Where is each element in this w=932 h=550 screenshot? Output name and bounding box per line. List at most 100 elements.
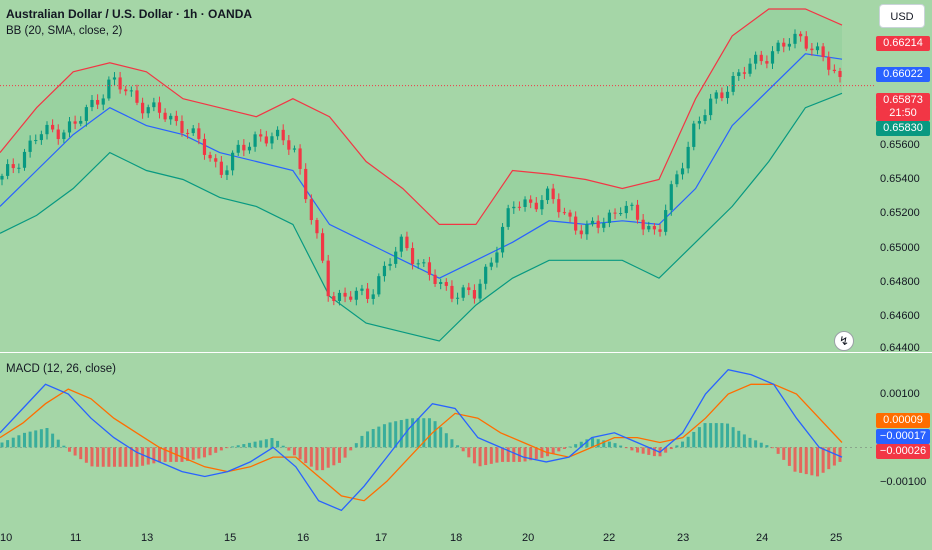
candle-body bbox=[585, 224, 589, 235]
candle-body bbox=[304, 168, 308, 200]
x-tick-label: 15 bbox=[224, 532, 237, 544]
x-tick-label: 17 bbox=[375, 532, 388, 544]
candle-body bbox=[326, 260, 330, 297]
chart-title: Australian Dollar / U.S. Dollar · 1h · O… bbox=[6, 7, 253, 21]
macd-histogram-bar bbox=[51, 433, 55, 448]
currency-button[interactable]: USD bbox=[879, 4, 925, 28]
candle-body bbox=[714, 92, 718, 99]
macd-histogram-bar bbox=[422, 418, 426, 448]
macd-pane bbox=[0, 368, 875, 512]
signal-line bbox=[0, 383, 843, 502]
macd-histogram-bar bbox=[11, 437, 15, 448]
candle-body bbox=[540, 200, 544, 210]
macd-histogram-bar bbox=[152, 447, 156, 464]
candle-body bbox=[517, 206, 522, 208]
macd-histogram-bar bbox=[596, 439, 600, 448]
candle-body bbox=[214, 158, 218, 162]
flash-icon[interactable]: ↯ bbox=[834, 331, 854, 351]
candle-body bbox=[810, 48, 814, 51]
macd-y-tick-label: −0.00100 bbox=[880, 476, 927, 488]
macd-histogram-bar bbox=[129, 447, 133, 467]
macd-histogram-bar bbox=[669, 447, 673, 450]
macd-histogram-bar bbox=[17, 435, 21, 448]
candle-body bbox=[287, 140, 291, 150]
lower-band-tag: 0.65830 bbox=[876, 121, 930, 136]
macd-histogram-bar bbox=[96, 447, 100, 467]
candle-body bbox=[804, 36, 808, 49]
candle-body bbox=[703, 115, 707, 121]
macd-histogram-bar bbox=[394, 421, 398, 448]
macd-histogram-bar bbox=[79, 447, 83, 460]
y-tick-label: 0.65600 bbox=[880, 139, 920, 151]
macd-histogram-bar bbox=[782, 447, 786, 460]
candle-body bbox=[17, 167, 21, 169]
candle-body bbox=[332, 296, 336, 302]
candle-body bbox=[22, 151, 27, 168]
macd-histogram-bar bbox=[371, 429, 375, 448]
macd-histogram-bar bbox=[787, 447, 791, 466]
candle-body bbox=[782, 42, 786, 47]
candle-body bbox=[208, 154, 212, 159]
macd-histogram-bar bbox=[169, 447, 173, 462]
macd-histogram-bar bbox=[495, 447, 499, 463]
macd-histogram-bar bbox=[579, 441, 583, 448]
x-tick-label: 18 bbox=[450, 532, 463, 544]
macd-histogram-bar bbox=[118, 447, 122, 467]
candle-body bbox=[484, 266, 488, 284]
macd-histogram-bar bbox=[557, 447, 561, 452]
macd-histogram-bar bbox=[22, 432, 26, 448]
macd-indicator-label: MACD (12, 26, close) bbox=[6, 363, 116, 375]
candle-body bbox=[669, 184, 673, 211]
candle-body bbox=[96, 99, 100, 105]
macd-histogram-bar bbox=[202, 447, 206, 458]
macd-histogram-bar bbox=[512, 447, 516, 462]
candle-body bbox=[467, 287, 471, 291]
macd-histogram-bar bbox=[585, 439, 589, 448]
macd-histogram-bar bbox=[838, 447, 842, 462]
macd-histogram-bar bbox=[647, 447, 651, 455]
candle-body bbox=[141, 102, 145, 114]
macd-histogram-bar bbox=[304, 447, 308, 464]
candle-body bbox=[236, 144, 240, 153]
macd-histogram-bar bbox=[242, 444, 246, 448]
macd-histogram-bar bbox=[540, 447, 544, 458]
candle-body bbox=[112, 77, 117, 80]
candle-body bbox=[101, 98, 105, 105]
macd-histogram-bar bbox=[776, 447, 780, 454]
candle-body bbox=[838, 71, 842, 77]
macd-histogram-bar bbox=[804, 447, 808, 475]
macd-histogram-bar bbox=[810, 447, 814, 476]
macd-histogram-bar bbox=[84, 447, 88, 463]
macd-histogram-bar bbox=[799, 447, 803, 473]
candle-body bbox=[529, 199, 533, 203]
candle-body bbox=[765, 61, 769, 64]
macd-histogram-bar bbox=[309, 447, 313, 467]
candle-body bbox=[647, 226, 651, 230]
macd-histogram-bar bbox=[124, 447, 128, 467]
candle-body bbox=[79, 120, 83, 124]
macd-histogram-bar bbox=[562, 447, 566, 449]
macd-histogram-bar bbox=[636, 447, 640, 453]
macd-histogram-bar bbox=[62, 445, 66, 448]
macd-histogram-bar bbox=[366, 431, 370, 448]
candle-body bbox=[157, 102, 162, 113]
macd-histogram-bar bbox=[506, 447, 510, 462]
candle-body bbox=[185, 132, 190, 134]
x-tick-label: 16 bbox=[297, 532, 310, 544]
macd-histogram-bar bbox=[236, 445, 240, 448]
macd-histogram-bar bbox=[467, 447, 471, 458]
candle-body bbox=[45, 124, 49, 135]
macd-histogram-bar bbox=[534, 447, 538, 460]
macd-histogram-bar bbox=[382, 424, 386, 448]
macd-histogram-bar bbox=[343, 447, 347, 458]
macd-line bbox=[0, 368, 843, 512]
macd-histogram-bar bbox=[332, 447, 336, 466]
macd-histogram-bar bbox=[264, 439, 268, 448]
macd-histogram-bar bbox=[281, 445, 285, 448]
macd-histogram-bar bbox=[360, 435, 364, 448]
candle-body bbox=[416, 263, 420, 265]
macd-histogram-bar bbox=[354, 443, 358, 448]
macd-histogram-bar bbox=[377, 426, 381, 448]
y-tick-label: 0.65200 bbox=[880, 207, 920, 219]
